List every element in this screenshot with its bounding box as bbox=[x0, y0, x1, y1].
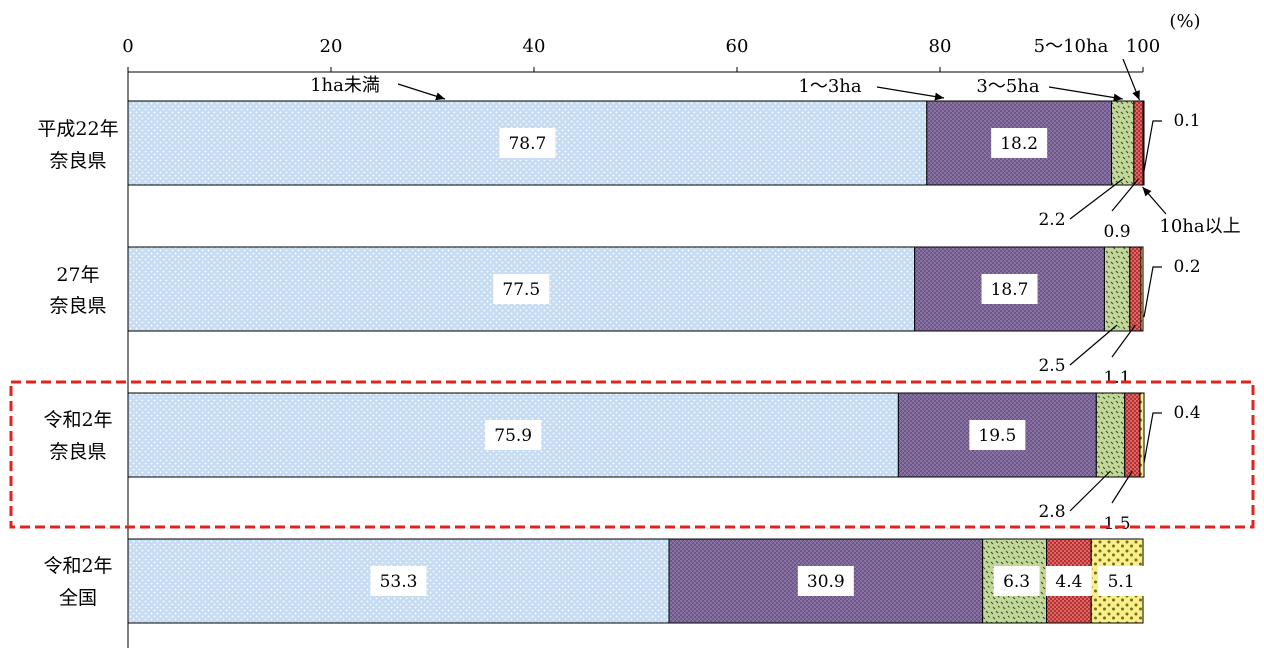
leader-3to5 bbox=[1069, 470, 1111, 512]
series-arrow-arrowhead bbox=[1132, 90, 1140, 100]
series-name-label: 10ha以上 bbox=[1159, 216, 1240, 237]
series-arrow-arrowhead bbox=[934, 92, 944, 101]
series-arrow-arrowhead bbox=[1113, 93, 1123, 102]
x-tick-label: 100 bbox=[1126, 36, 1160, 57]
data-label: 18.7 bbox=[991, 280, 1029, 300]
data-label: 0.2 bbox=[1173, 257, 1200, 277]
leader-10plus bbox=[1143, 412, 1162, 464]
series-name-label: 1ha未満 bbox=[310, 75, 380, 96]
series-arrow-arrowhead bbox=[435, 92, 445, 101]
leader-10plus bbox=[1143, 120, 1162, 172]
category-label: 27年 bbox=[56, 264, 99, 286]
annotations: 78.7 18.2 77.5 18.7 75.9 19.5 53.3 30.9 6.3 4.4 5.… bbox=[9, 36, 1255, 596]
data-label: 18.2 bbox=[1000, 134, 1038, 154]
data-label-bg bbox=[981, 274, 1038, 304]
data-label: 2.2 bbox=[1038, 210, 1065, 230]
x-axis-ticks: 0 20 40 60 80 100 bbox=[122, 36, 1160, 72]
data-label-bg bbox=[969, 420, 1026, 450]
category-label: 奈良県 bbox=[49, 441, 106, 463]
data-label: 77.5 bbox=[502, 280, 540, 300]
category-label: 令和2年 bbox=[43, 409, 112, 431]
data-label: 0.1 bbox=[1173, 111, 1200, 131]
data-label: 2.5 bbox=[1038, 356, 1065, 376]
data-label: 1.5 bbox=[1103, 514, 1130, 534]
bar-segment bbox=[1124, 392, 1141, 478]
data-label-bg bbox=[370, 566, 427, 596]
leader-3to5 bbox=[1069, 324, 1118, 366]
data-label: 5.1 bbox=[1108, 572, 1135, 592]
series-name-label: 1～3ha bbox=[798, 76, 861, 97]
data-label-bg bbox=[485, 420, 542, 450]
x-tick-label: 20 bbox=[320, 36, 343, 57]
x-tick-label: 60 bbox=[726, 36, 749, 57]
data-label-bg bbox=[493, 274, 550, 304]
bar-segment bbox=[1142, 100, 1145, 186]
bar-segment bbox=[1103, 246, 1131, 332]
leader-5to10 bbox=[1111, 470, 1133, 504]
bar-segment bbox=[1111, 100, 1135, 186]
data-label-bg bbox=[991, 128, 1048, 158]
category-label: 奈良県 bbox=[49, 295, 106, 317]
data-label-bg bbox=[1098, 566, 1145, 596]
x-tick-label: 80 bbox=[929, 36, 952, 57]
category-label: 全国 bbox=[59, 587, 97, 609]
leader-5to10 bbox=[1111, 178, 1139, 212]
data-label-bg bbox=[499, 128, 556, 158]
data-label-bg bbox=[797, 566, 854, 596]
series-name-label: 5～10ha bbox=[1034, 36, 1109, 57]
bars bbox=[127, 100, 1145, 624]
data-label: 0.4 bbox=[1173, 403, 1200, 423]
bar-segment bbox=[1095, 392, 1126, 478]
data-label: 2.8 bbox=[1038, 502, 1065, 522]
data-label-bg bbox=[1045, 566, 1092, 596]
bar-segment bbox=[1133, 100, 1144, 186]
series-arrow bbox=[1048, 86, 1123, 100]
data-label: 1.1 bbox=[1103, 368, 1130, 388]
category-label: 奈良県 bbox=[49, 150, 106, 172]
highlight-box bbox=[9, 380, 1255, 529]
bar-segment bbox=[1129, 246, 1142, 332]
category-label: 令和2年 bbox=[43, 555, 112, 577]
leader-10plus bbox=[1143, 266, 1162, 318]
leader-5to10 bbox=[1111, 324, 1136, 358]
bar-segment bbox=[1140, 246, 1144, 332]
data-label: 78.7 bbox=[508, 134, 546, 154]
data-label: 0.9 bbox=[1103, 222, 1130, 242]
x-tick-label: 0 bbox=[122, 36, 133, 57]
data-label: 19.5 bbox=[978, 426, 1016, 446]
leader-3to5 bbox=[1069, 178, 1124, 220]
data-label-bg bbox=[993, 566, 1040, 596]
data-label: 6.3 bbox=[1003, 572, 1030, 592]
series-arrow-arrowhead bbox=[1142, 187, 1152, 197]
x-tick-label: 40 bbox=[523, 36, 546, 57]
data-label: 30.9 bbox=[807, 572, 845, 592]
bar-segment bbox=[1139, 392, 1145, 478]
data-label: 4.4 bbox=[1055, 572, 1082, 592]
axis-unit-label: (%) bbox=[1169, 11, 1200, 32]
data-label: 53.3 bbox=[380, 572, 418, 592]
data-label: 75.9 bbox=[494, 426, 532, 446]
series-arrow bbox=[876, 86, 945, 99]
series-name-label: 3～5ha bbox=[976, 76, 1039, 97]
category-label: 平成22年 bbox=[37, 118, 118, 140]
